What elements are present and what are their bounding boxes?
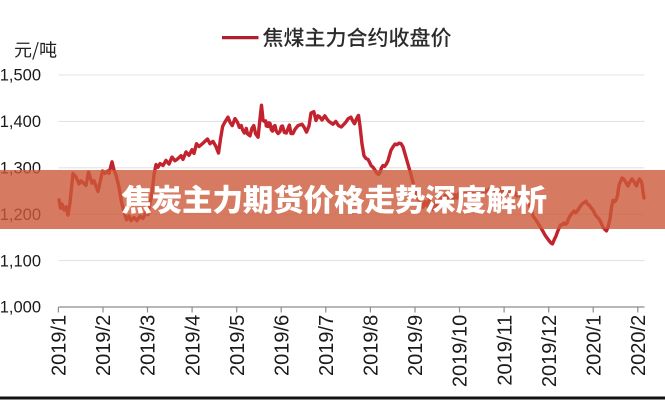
svg-text:2019/4: 2019/4: [182, 315, 204, 376]
svg-text:2019/9: 2019/9: [405, 315, 427, 376]
svg-text:2020/1: 2020/1: [583, 315, 605, 376]
svg-text:2019/5: 2019/5: [227, 315, 249, 376]
svg-text:1,400: 1,400: [0, 113, 41, 131]
svg-text:1,500: 1,500: [0, 67, 41, 85]
svg-text:2020/2: 2020/2: [628, 315, 650, 376]
svg-text:1,000: 1,000: [0, 299, 41, 317]
svg-text:2019/3: 2019/3: [138, 315, 160, 376]
svg-text:2019/7: 2019/7: [316, 315, 338, 376]
svg-text:1,100: 1,100: [0, 252, 41, 270]
svg-text:2019/2: 2019/2: [93, 315, 115, 376]
svg-text:2019/1: 2019/1: [49, 315, 71, 376]
svg-text:2019/11: 2019/11: [494, 315, 516, 386]
svg-text:2019/10: 2019/10: [450, 315, 472, 387]
svg-text:2019/12: 2019/12: [539, 315, 561, 387]
svg-text:2019/6: 2019/6: [271, 315, 293, 376]
svg-text:2019/8: 2019/8: [361, 315, 383, 376]
